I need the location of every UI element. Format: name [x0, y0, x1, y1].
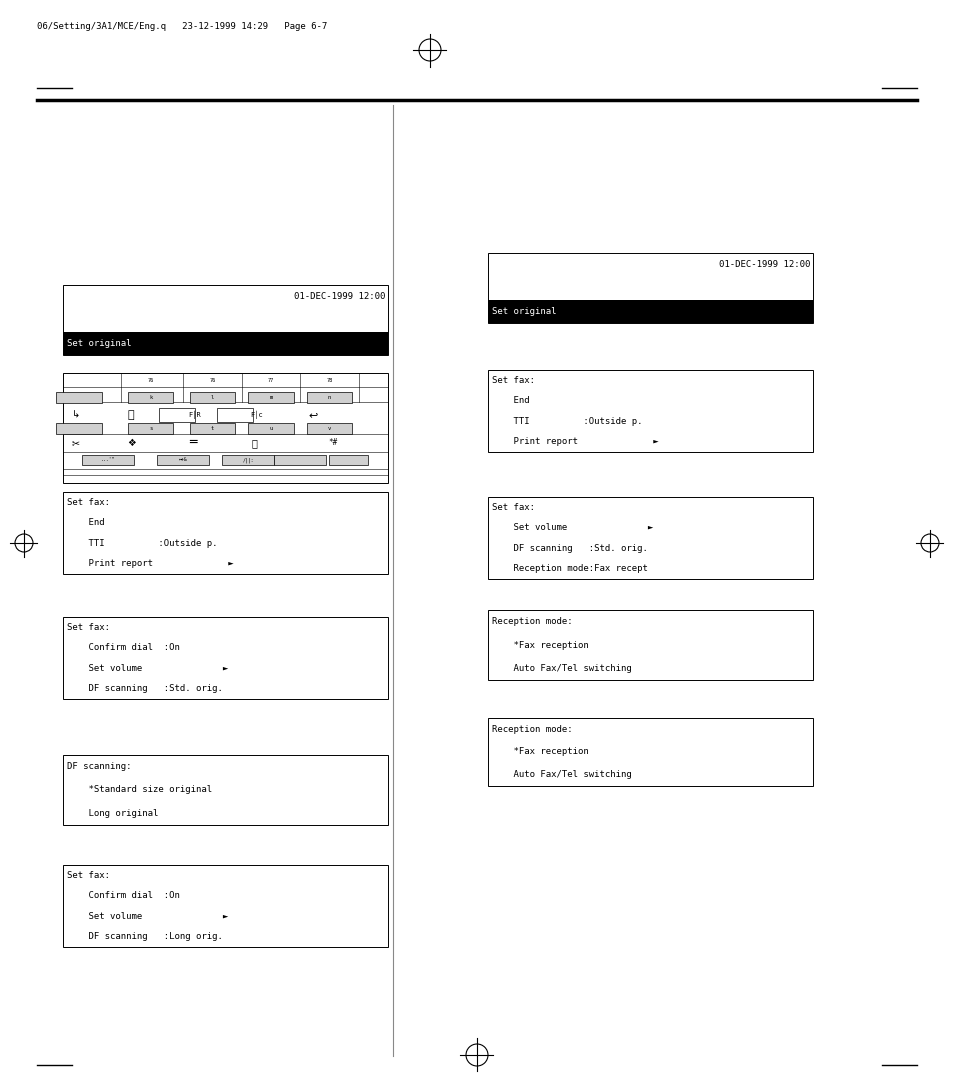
Text: Set volume               ►: Set volume ► — [492, 523, 653, 532]
Text: /||:: /||: — [242, 457, 253, 463]
Text: Set fax:: Set fax: — [492, 376, 535, 384]
Text: DF scanning:: DF scanning: — [67, 762, 132, 771]
Text: ⌖: ⌖ — [128, 409, 134, 420]
Text: Print report              ►: Print report ► — [492, 438, 658, 446]
Text: ═: ═ — [189, 437, 196, 450]
Text: m: m — [269, 395, 273, 401]
Bar — [63, 331, 388, 355]
Text: 77: 77 — [268, 378, 274, 382]
Text: n: n — [328, 395, 331, 401]
Bar — [488, 497, 812, 579]
Text: F│c: F│c — [250, 411, 262, 419]
Text: End: End — [67, 518, 105, 527]
Text: End: End — [492, 396, 529, 405]
Text: *Standard size original: *Standard size original — [67, 785, 212, 795]
Text: ❖: ❖ — [127, 438, 135, 447]
Text: Print report              ►: Print report ► — [67, 559, 233, 568]
Bar — [157, 455, 209, 465]
Text: DF scanning   :Std. orig.: DF scanning :Std. orig. — [492, 544, 647, 553]
Text: Confirm dial  :On: Confirm dial :On — [67, 643, 180, 653]
Bar — [248, 422, 294, 433]
Bar — [159, 407, 194, 422]
Bar — [488, 253, 812, 323]
Text: Auto Fax/Tel switching: Auto Fax/Tel switching — [492, 664, 631, 673]
Text: DF scanning   :Std. orig.: DF scanning :Std. orig. — [67, 684, 223, 693]
Bar — [488, 370, 812, 452]
Text: 76: 76 — [148, 378, 153, 382]
Bar — [307, 422, 352, 433]
Text: Set fax:: Set fax: — [67, 871, 110, 880]
Bar — [63, 617, 388, 699]
Text: k: k — [149, 395, 152, 401]
Bar — [63, 285, 388, 355]
Bar — [63, 755, 388, 825]
Bar — [63, 372, 388, 483]
Text: TTI          :Outside p.: TTI :Outside p. — [67, 539, 217, 547]
Text: Set volume               ►: Set volume ► — [67, 664, 228, 672]
Text: DF scanning   :Long orig.: DF scanning :Long orig. — [67, 932, 223, 942]
Text: ↩: ↩ — [308, 409, 317, 420]
Bar — [488, 718, 812, 786]
Bar — [128, 392, 173, 403]
Text: *Fax reception: *Fax reception — [492, 641, 588, 649]
Text: Set fax:: Set fax: — [67, 497, 110, 507]
Text: Long original: Long original — [67, 809, 158, 818]
Text: ↳: ↳ — [71, 409, 80, 420]
Bar — [63, 492, 388, 574]
Bar — [56, 392, 102, 403]
Bar — [222, 455, 274, 465]
Bar — [190, 422, 235, 433]
Text: Set fax:: Set fax: — [492, 503, 535, 512]
Text: F│R: F│R — [188, 411, 201, 419]
Text: t: t — [211, 426, 213, 430]
Bar — [217, 407, 253, 422]
Bar — [82, 455, 134, 465]
Text: Set volume               ►: Set volume ► — [67, 912, 228, 921]
Text: s: s — [149, 426, 152, 430]
Bar — [248, 392, 294, 403]
Bar — [63, 866, 388, 947]
Text: 01-DEC-1999 12:00: 01-DEC-1999 12:00 — [294, 292, 385, 301]
Text: ↔+&: ↔+& — [179, 457, 188, 463]
Text: Set fax:: Set fax: — [67, 622, 110, 632]
Bar — [488, 610, 812, 680]
Text: Reception mode:: Reception mode: — [492, 617, 572, 627]
Text: l: l — [211, 395, 213, 401]
Bar — [329, 455, 368, 465]
Text: 76: 76 — [209, 378, 215, 382]
Text: 01-DEC-1999 12:00: 01-DEC-1999 12:00 — [718, 261, 809, 269]
Text: Reception mode:: Reception mode: — [492, 724, 572, 734]
Bar — [488, 300, 812, 323]
Text: ...'": ...'" — [101, 457, 115, 463]
Text: ⏰: ⏰ — [252, 438, 257, 447]
Text: 78: 78 — [326, 378, 333, 382]
Text: Set original: Set original — [67, 339, 132, 348]
Bar — [307, 392, 352, 403]
Text: Auto Fax/Tel switching: Auto Fax/Tel switching — [492, 770, 631, 779]
Text: TTI          :Outside p.: TTI :Outside p. — [492, 417, 641, 426]
Text: 06/Setting/3A1/MCE/Eng.q   23-12-1999 14:29   Page 6-7: 06/Setting/3A1/MCE/Eng.q 23-12-1999 14:2… — [37, 22, 327, 31]
Text: Set original: Set original — [492, 307, 556, 316]
Text: Confirm dial  :On: Confirm dial :On — [67, 892, 180, 900]
Bar — [274, 455, 326, 465]
Text: ✂: ✂ — [71, 438, 80, 447]
Text: Reception mode:Fax recept: Reception mode:Fax recept — [492, 565, 647, 573]
Text: *#: *# — [328, 439, 337, 447]
Bar — [190, 392, 235, 403]
Text: v: v — [328, 426, 331, 430]
Bar — [56, 422, 102, 433]
Text: *Fax reception: *Fax reception — [492, 747, 588, 757]
Bar — [128, 422, 173, 433]
Text: u: u — [269, 426, 273, 430]
